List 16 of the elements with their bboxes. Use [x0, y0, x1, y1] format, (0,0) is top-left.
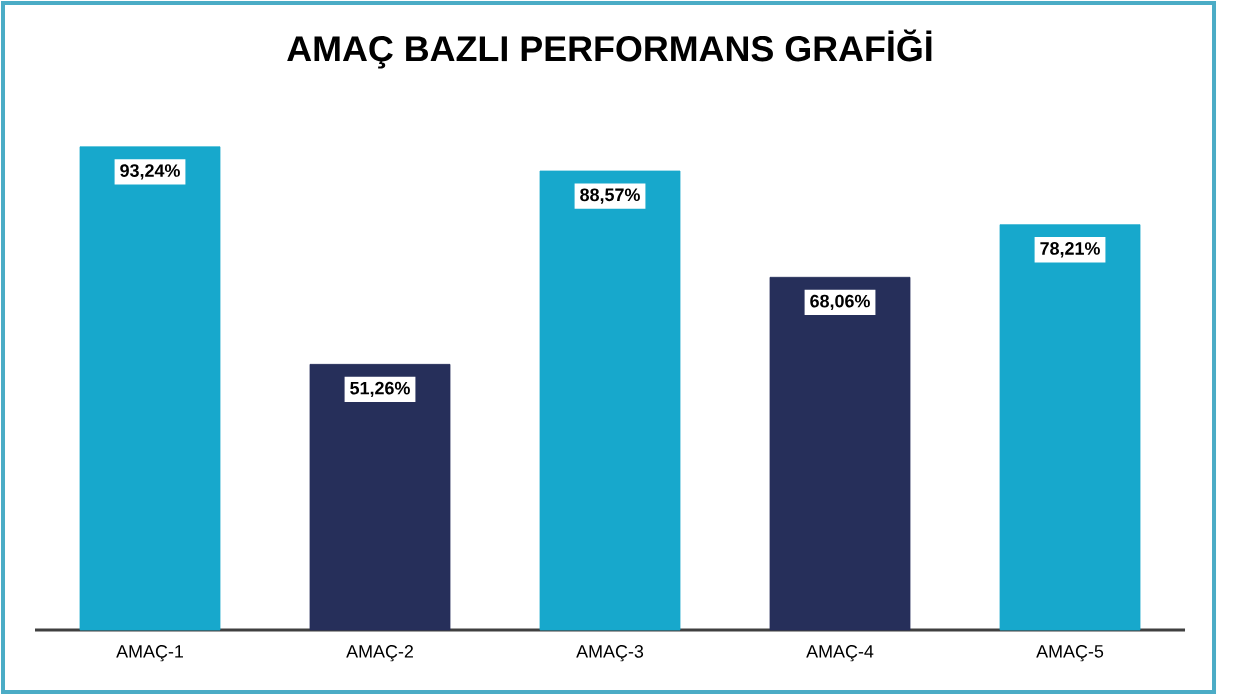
bar [309, 363, 451, 631]
chart-title: AMAÇ BAZLI PERFORMANS GRAFİĞİ [287, 29, 932, 69]
x-tick-label: AMAÇ-3 [576, 645, 644, 662]
x-tick-label: AMAÇ-5 [1036, 645, 1104, 662]
data-label: 68,06% [810, 294, 870, 311]
x-tick-label: AMAÇ-4 [806, 645, 874, 662]
x-tick-label: AMAÇ-1 [116, 645, 183, 662]
bar [999, 224, 1141, 631]
x-tick-label: AMAÇ-2 [346, 645, 413, 662]
bar [79, 146, 221, 631]
data-label: 88,57% [580, 188, 640, 204]
bar [769, 276, 911, 631]
data-label: 51,26% [350, 381, 410, 398]
bar [539, 170, 681, 631]
data-label: 93,24% [120, 164, 180, 180]
data-label: 78,21% [1040, 242, 1100, 258]
